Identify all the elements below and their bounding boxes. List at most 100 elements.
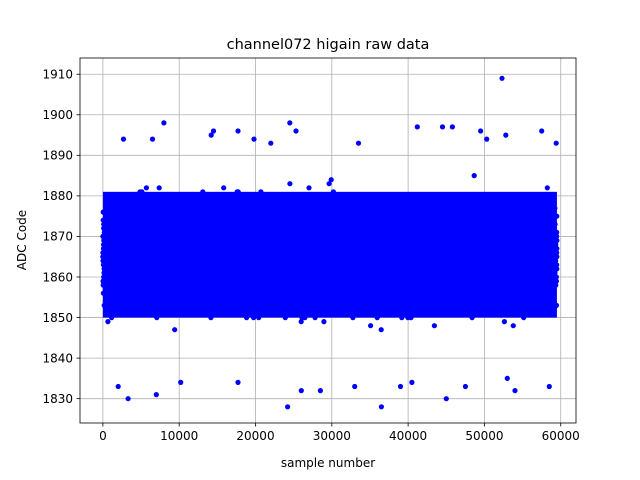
data-point <box>420 213 426 219</box>
data-point <box>357 209 364 215</box>
data-point <box>503 310 509 317</box>
data-point <box>213 193 219 199</box>
data-point <box>115 201 122 207</box>
data-point <box>249 209 255 215</box>
data-point <box>523 193 530 199</box>
data-point <box>341 286 347 292</box>
data-point <box>486 193 492 199</box>
data-point <box>368 298 374 304</box>
data-point <box>159 302 166 308</box>
data-point <box>244 315 250 321</box>
data-point <box>483 298 489 304</box>
data-point <box>139 193 145 199</box>
data-point <box>156 193 162 199</box>
data-point <box>154 201 160 207</box>
data-point <box>487 302 493 308</box>
data-point <box>134 201 140 207</box>
data-point <box>115 286 122 292</box>
data-point <box>494 193 500 199</box>
data-point <box>392 298 398 304</box>
data-point <box>403 201 410 207</box>
data-point <box>192 205 198 211</box>
data-point <box>257 306 263 312</box>
data-point <box>370 205 376 211</box>
data-point <box>418 298 424 304</box>
data-point <box>311 205 317 211</box>
data-point <box>502 209 508 215</box>
data-point <box>517 205 523 211</box>
data-point <box>312 315 318 321</box>
data-point <box>549 294 555 300</box>
data-point <box>171 302 177 308</box>
data-point <box>409 201 415 207</box>
data-point <box>298 310 304 317</box>
data-point <box>460 294 466 300</box>
data-point <box>207 286 213 292</box>
data-point <box>397 201 403 207</box>
data-point <box>291 294 297 300</box>
data-point <box>219 201 225 207</box>
data-point <box>205 298 211 304</box>
data-point <box>266 298 272 304</box>
data-point <box>336 213 342 219</box>
data-point <box>479 306 485 312</box>
data-point <box>287 294 293 300</box>
data-point <box>484 310 490 317</box>
data-point <box>362 306 368 312</box>
data-point <box>339 209 345 215</box>
data-point <box>224 298 231 304</box>
data-point <box>182 213 188 219</box>
data-point <box>400 298 406 304</box>
data-point <box>143 298 149 304</box>
data-point <box>306 185 312 191</box>
data-point <box>154 315 160 321</box>
data-point <box>456 294 462 300</box>
data-point <box>188 193 194 199</box>
data-point <box>165 298 171 304</box>
data-point <box>554 229 560 235</box>
data-point <box>431 201 437 207</box>
data-point <box>405 298 411 304</box>
data-point <box>378 282 384 288</box>
data-point <box>532 197 538 203</box>
data-point <box>120 302 126 308</box>
data-point <box>515 201 521 207</box>
data-point <box>193 197 200 203</box>
data-point <box>171 294 177 300</box>
data-point <box>391 213 397 219</box>
data-point <box>271 302 277 308</box>
data-point <box>111 306 117 312</box>
data-point <box>225 274 231 280</box>
data-point <box>357 205 363 211</box>
data-point <box>444 209 450 215</box>
data-point <box>229 302 235 308</box>
data-point <box>514 197 520 203</box>
data-point <box>306 209 312 215</box>
data-point <box>489 205 495 211</box>
data-point <box>323 290 329 296</box>
data-point <box>321 319 327 325</box>
data-point <box>144 197 150 203</box>
data-point <box>536 193 542 199</box>
data-point <box>350 315 356 321</box>
data-point <box>235 302 241 308</box>
data-point <box>251 205 258 211</box>
data-point <box>348 286 354 292</box>
data-point <box>378 327 384 333</box>
data-point <box>363 209 369 215</box>
data-point <box>256 315 262 321</box>
data-point <box>501 205 507 211</box>
data-point <box>341 205 347 211</box>
data-point <box>354 242 360 248</box>
data-point <box>208 315 214 321</box>
data-point <box>221 185 227 191</box>
data-point <box>218 306 224 312</box>
data-point <box>179 298 185 304</box>
data-point <box>291 298 297 304</box>
data-point <box>105 319 111 325</box>
data-point <box>374 315 380 321</box>
data-point <box>353 306 359 312</box>
data-point <box>456 298 462 304</box>
data-point <box>364 193 370 199</box>
data-point <box>368 209 374 215</box>
